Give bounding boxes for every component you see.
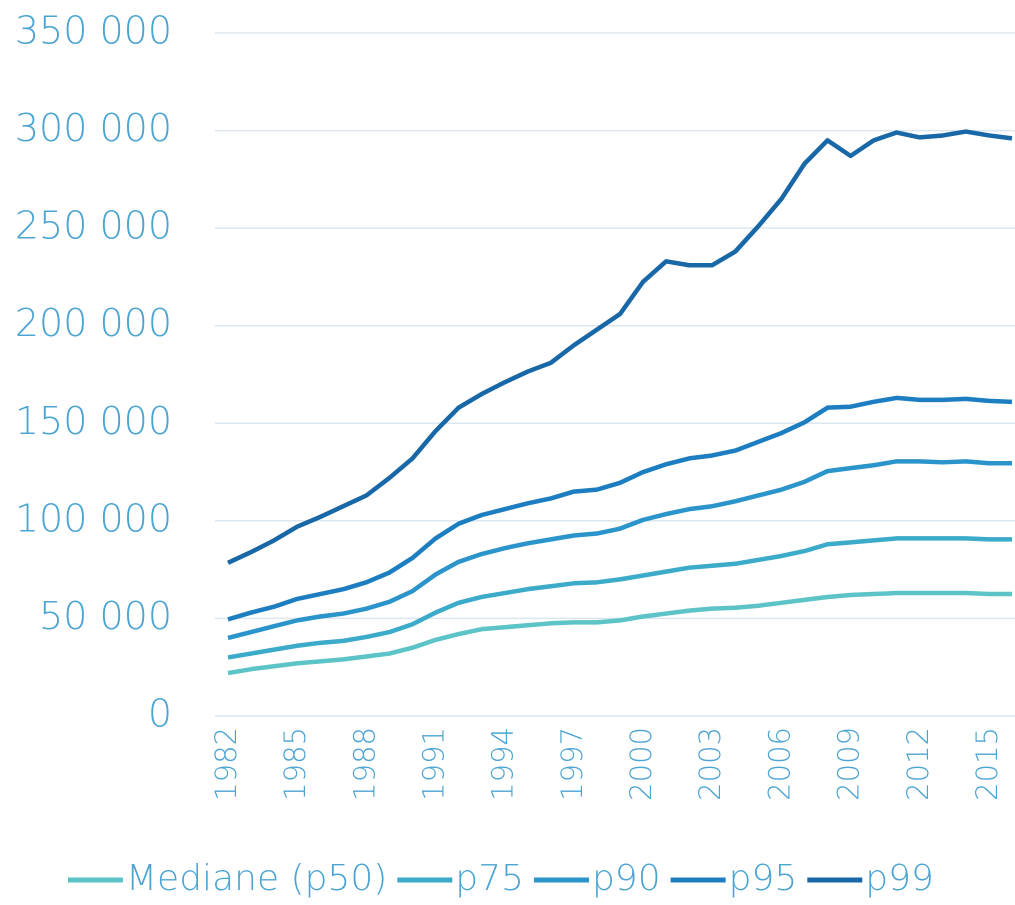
y-tick-label: 300 000 <box>15 106 172 150</box>
series-line <box>227 395 1013 622</box>
x-tick-label: 1985 <box>278 727 312 801</box>
x-tick-label: 2006 <box>762 727 796 801</box>
x-tick-label: 2009 <box>832 727 866 801</box>
y-tick-label: 100 000 <box>15 496 172 540</box>
legend-label: p99 <box>865 858 934 899</box>
x-tick-label: 1988 <box>347 727 381 801</box>
series-line <box>227 459 1012 641</box>
y-tick-label: 350 000 <box>15 9 172 53</box>
y-tick-label: 200 000 <box>15 301 172 345</box>
x-tick-label: 1994 <box>486 727 520 801</box>
x-tick-label: 2000 <box>624 727 658 801</box>
x-tick-label: 2015 <box>970 727 1004 801</box>
legend-label: p90 <box>592 858 661 899</box>
y-tick-label: 250 000 <box>15 204 172 248</box>
series-line <box>227 590 1012 676</box>
series-line <box>227 536 1012 660</box>
x-tick-label: 1991 <box>417 727 451 801</box>
y-tick-label: 50 000 <box>39 594 172 638</box>
y-tick-label: 150 000 <box>15 399 172 443</box>
legend-label: p95 <box>729 858 798 899</box>
x-tick-label: 1997 <box>555 727 589 801</box>
legend-label: p75 <box>455 858 524 899</box>
series-line <box>227 129 1013 565</box>
x-tick-label: 2003 <box>693 727 727 801</box>
x-tick-label: 2012 <box>901 727 935 801</box>
y-tick-label: 0 <box>148 692 172 736</box>
legend-label: Mediane (p50) <box>126 858 387 899</box>
x-tick-label: 1982 <box>209 727 243 801</box>
